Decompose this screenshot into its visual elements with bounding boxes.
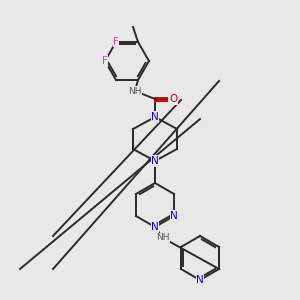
Text: N: N [151, 112, 159, 122]
Text: NH: NH [128, 86, 142, 95]
Text: N: N [170, 211, 178, 221]
Text: O: O [169, 94, 177, 104]
Text: N: N [196, 275, 204, 285]
Text: N: N [151, 222, 159, 232]
Text: NH: NH [156, 233, 170, 242]
Text: F: F [113, 37, 119, 47]
Text: N: N [151, 156, 159, 166]
Text: F: F [102, 56, 108, 66]
